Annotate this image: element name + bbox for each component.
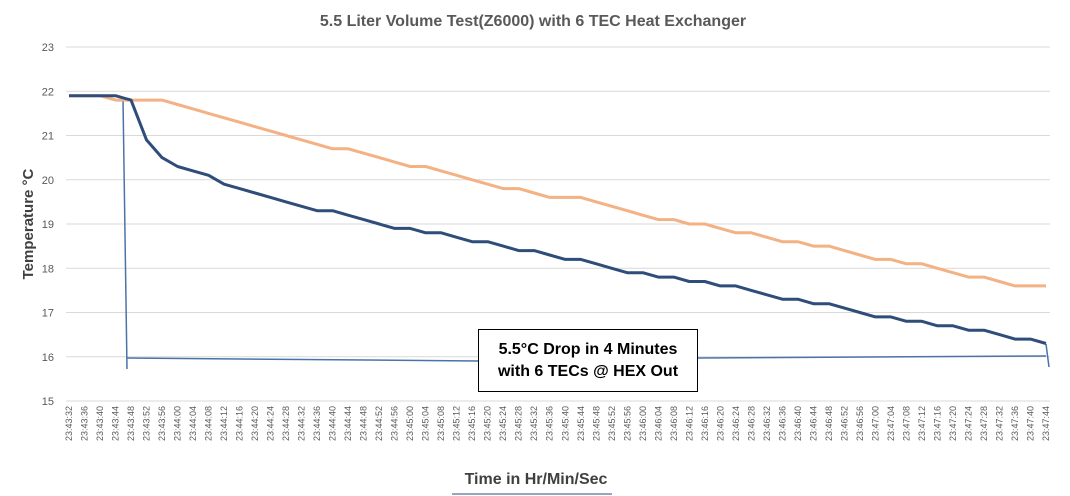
- x-tick-label: 23:46:52: [839, 406, 849, 441]
- x-tick-label: 23:44:16: [235, 406, 245, 441]
- x-tick-label: 23:44:32: [297, 406, 307, 441]
- x-tick-label: 23:47:36: [1010, 406, 1020, 441]
- x-tick-label: 23:46:56: [855, 406, 865, 441]
- x-tick-label: 23:45:04: [421, 406, 431, 441]
- x-tick-label: 23:47:08: [901, 406, 911, 441]
- x-tick-label: 23:46:36: [777, 406, 787, 441]
- drop-marker-start: [122, 98, 128, 370]
- x-tick-label: 23:45:48: [591, 406, 601, 441]
- x-tick-label: 23:46:28: [746, 406, 756, 441]
- x-tick-label: 23:44:28: [281, 406, 291, 441]
- drop-marker-baseline-left: [126, 357, 479, 362]
- x-tick-label: 23:45:44: [576, 406, 586, 441]
- x-tick-label: 23:47:12: [917, 406, 927, 441]
- x-tick-label: 23:45:08: [436, 406, 446, 441]
- drop-marker: [122, 98, 1050, 370]
- x-tick-label: 23:45:00: [405, 406, 415, 441]
- y-axis-ticks: 15 16 17 18 19 20 21 22 23: [42, 42, 54, 408]
- y-tick-label: 17: [42, 308, 54, 320]
- series-line-2: [69, 94, 1047, 345]
- x-tick-label: 23:46:08: [669, 406, 679, 441]
- x-tick-label: 23:43:52: [142, 406, 152, 441]
- x-tick-label: 23:46:44: [808, 406, 818, 441]
- y-tick-label: 18: [42, 263, 54, 275]
- x-tick-label: 23:45:24: [498, 406, 508, 441]
- x-tick-label: 23:46:20: [715, 406, 725, 441]
- y-axis-label: Temperature °C: [20, 168, 37, 279]
- chart-title: 5.5 Liter Volume Test(Z6000) with 6 TEC …: [320, 13, 746, 30]
- y-tick-label: 16: [42, 352, 54, 364]
- x-tick-label: 23:44:40: [328, 406, 338, 441]
- x-tick-label: 23:44:12: [219, 406, 229, 441]
- y-tick-label: 23: [42, 42, 54, 54]
- x-tick-label: 23:46:00: [638, 406, 648, 441]
- x-tick-label: 23:46:16: [700, 406, 710, 441]
- x-tick-label: 23:43:32: [64, 406, 74, 441]
- x-tick-label: 23:45:28: [514, 406, 524, 441]
- x-tick-label: 23:47:32: [994, 406, 1004, 441]
- x-tick-label: 23:46:12: [684, 406, 694, 441]
- x-tick-label: 23:43:56: [157, 406, 167, 441]
- series-lines: [69, 94, 1047, 345]
- drop-marker-baseline-right: [697, 355, 1047, 359]
- x-tick-label: 23:45:52: [607, 406, 617, 441]
- x-tick-label: 23:47:16: [932, 406, 942, 441]
- x-tick-label: 23:44:20: [250, 406, 260, 441]
- x-tick-label: 23:45:36: [545, 406, 555, 441]
- x-tick-label: 23:43:36: [80, 406, 90, 441]
- x-tick-label: 23:46:48: [824, 406, 834, 441]
- x-tick-label: 23:45:32: [529, 406, 539, 441]
- x-tick-label: 23:47:20: [948, 406, 958, 441]
- x-tick-label: 23:47:28: [979, 406, 989, 441]
- x-tick-label: 23:47:00: [870, 406, 880, 441]
- x-tick-label: 23:47:24: [963, 406, 973, 441]
- x-tick-label: 23:44:48: [359, 406, 369, 441]
- x-tick-label: 23:43:40: [95, 406, 105, 441]
- x-tick-label: 23:44:04: [188, 406, 198, 441]
- x-tick-label: 23:46:32: [762, 406, 772, 441]
- y-tick-label: 19: [42, 219, 54, 231]
- drop-marker-end: [1045, 343, 1050, 368]
- x-tick-label: 23:47:04: [886, 406, 896, 441]
- x-tick-label: 23:43:48: [126, 406, 136, 441]
- annotation-line-1: 5.5°C Drop in 4 Minutes: [498, 340, 678, 358]
- x-tick-label: 23:44:52: [374, 406, 384, 441]
- x-tick-label: 23:47:44: [1041, 406, 1051, 441]
- x-tick-label: 23:45:12: [452, 406, 462, 441]
- x-axis-ticks: 23:43:32 23:43:36 23:43:40 23:43:44 23:43:48…: [64, 406, 1051, 441]
- annotation-line-2: with 6 TECs @ HEX Out: [497, 362, 679, 380]
- x-tick-label: 23:44:24: [266, 406, 276, 441]
- x-tick-label: 23:43:44: [111, 406, 121, 441]
- y-tick-label: 15: [42, 396, 54, 408]
- x-tick-label: 23:45:16: [467, 406, 477, 441]
- x-tick-label: 23:46:24: [731, 406, 741, 441]
- annotation-box: 5.5°C Drop in 4 Minutes with 6 TECs @ HE…: [478, 329, 698, 392]
- x-tick-label: 23:46:04: [653, 406, 663, 441]
- x-tick-label: 23:47:40: [1025, 406, 1035, 441]
- x-tick-label: 23:45:56: [622, 406, 632, 441]
- gridlines: [66, 46, 1050, 402]
- x-tick-label: 23:44:56: [390, 406, 400, 441]
- x-tick-label: 23:44:44: [343, 406, 353, 441]
- y-tick-label: 21: [42, 131, 54, 143]
- series-line-1: [69, 94, 1046, 288]
- y-tick-label: 22: [42, 86, 54, 98]
- x-tick-label: 23:45:20: [483, 406, 493, 441]
- x-tick-label: 23:44:36: [312, 406, 322, 441]
- x-axis-label: Time in Hr/Min/Sec: [465, 471, 608, 488]
- y-tick-label: 20: [42, 175, 54, 187]
- x-tick-label: 23:44:08: [204, 406, 214, 441]
- x-tick-label: 23:45:40: [560, 406, 570, 441]
- x-tick-label: 23:44:00: [173, 406, 183, 441]
- x-tick-label: 23:46:40: [793, 406, 803, 441]
